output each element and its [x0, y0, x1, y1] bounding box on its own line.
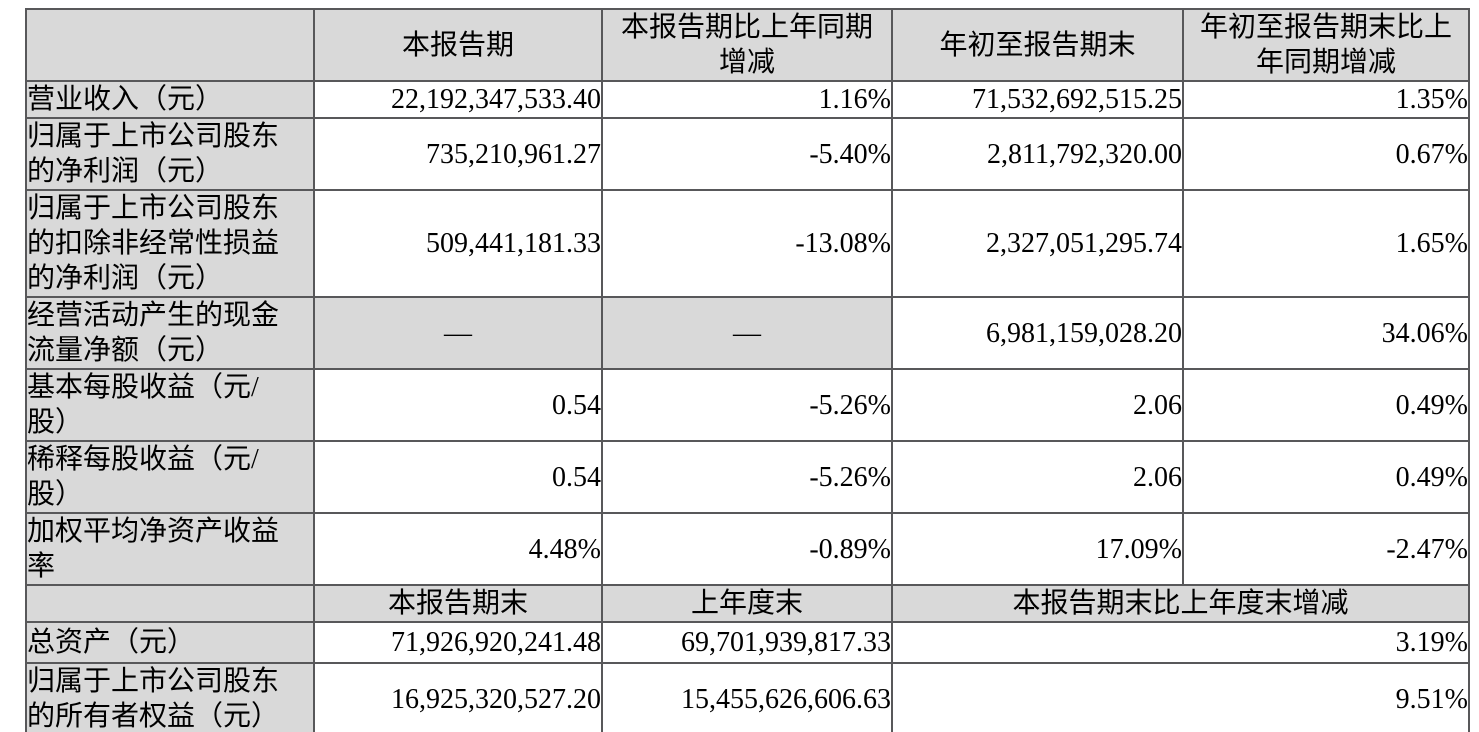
cell-change-vs-last-year-end: 9.51%	[891, 662, 1470, 732]
table-row-net-profit-excl-nonrecurring: 归属于上市公司股东 的扣除非经常性损益 的净利润（元） 509,441,181.…	[25, 189, 1470, 298]
header-empty-cell	[25, 584, 315, 623]
row-label: 基本每股收益（元/ 股）	[25, 368, 315, 442]
cell-end-of-period: 71,926,920,241.48	[313, 621, 603, 664]
cell-ytd: 2,327,051,295.74	[891, 189, 1184, 298]
cell-ytd: 6,981,159,028.20	[891, 296, 1184, 370]
header-row-period-end: 本报告期末 上年度末 本报告期末比上年度末增减	[25, 584, 1470, 623]
cell-ytd-yoy-change: -2.47%	[1182, 512, 1470, 586]
cell-current-period-dash: —	[313, 296, 603, 370]
header-end-of-last-year: 上年度末	[601, 584, 893, 623]
cell-current-period: 735,210,961.27	[313, 117, 603, 191]
header-current-period-yoy-change: 本报告期比上年同期 增减	[601, 8, 893, 82]
cell-yoy-change: -0.89%	[601, 512, 893, 586]
cell-current-period: 0.54	[313, 368, 603, 442]
cell-ytd-yoy-change: 0.67%	[1182, 117, 1470, 191]
cell-ytd-yoy-change: 34.06%	[1182, 296, 1470, 370]
cell-ytd: 2,811,792,320.00	[891, 117, 1184, 191]
header-end-of-period: 本报告期末	[313, 584, 603, 623]
header-current-period: 本报告期	[313, 8, 603, 82]
table-row-net-profit: 归属于上市公司股东 的净利润（元） 735,210,961.27 -5.40% …	[25, 117, 1470, 191]
cell-ytd: 2.06	[891, 368, 1184, 442]
row-label: 稀释每股收益（元/ 股）	[25, 440, 315, 514]
cell-yoy-change-dash: —	[601, 296, 893, 370]
cell-current-period: 0.54	[313, 440, 603, 514]
table-row-basic-eps: 基本每股收益（元/ 股） 0.54 -5.26% 2.06 0.49%	[25, 368, 1470, 442]
table-row-operating-revenue: 营业收入（元） 22,192,347,533.40 1.16% 71,532,6…	[25, 80, 1470, 119]
table-row-operating-cash-flow: 经营活动产生的现金 流量净额（元） — — 6,981,159,028.20 3…	[25, 296, 1470, 370]
cell-ytd-yoy-change: 1.35%	[1182, 80, 1470, 119]
row-label: 经营活动产生的现金 流量净额（元）	[25, 296, 315, 370]
table-row-weighted-avg-roe: 加权平均净资产收益 率 4.48% -0.89% 17.09% -2.47%	[25, 512, 1470, 586]
row-label: 加权平均净资产收益 率	[25, 512, 315, 586]
cell-ytd: 71,532,692,515.25	[891, 80, 1184, 119]
cell-yoy-change: -5.40%	[601, 117, 893, 191]
cell-ytd: 2.06	[891, 440, 1184, 514]
cell-current-period: 22,192,347,533.40	[313, 80, 603, 119]
header-row-period: 本报告期 本报告期比上年同期 增减 年初至报告期末 年初至报告期末比上 年同期增…	[25, 8, 1470, 82]
row-label: 归属于上市公司股东 的所有者权益（元）	[25, 662, 315, 732]
financial-summary-table: 本报告期 本报告期比上年同期 增减 年初至报告期末 年初至报告期末比上 年同期增…	[25, 8, 1470, 732]
cell-current-period: 509,441,181.33	[313, 189, 603, 298]
row-label: 归属于上市公司股东 的扣除非经常性损益 的净利润（元）	[25, 189, 315, 298]
row-label: 总资产（元）	[25, 621, 315, 664]
table-row-diluted-eps: 稀释每股收益（元/ 股） 0.54 -5.26% 2.06 0.49%	[25, 440, 1470, 514]
cell-ytd-yoy-change: 1.65%	[1182, 189, 1470, 298]
header-empty-cell	[25, 8, 315, 82]
cell-end-of-last-year: 69,701,939,817.33	[601, 621, 893, 664]
cell-yoy-change: -5.26%	[601, 440, 893, 514]
cell-yoy-change: -13.08%	[601, 189, 893, 298]
cell-current-period: 4.48%	[313, 512, 603, 586]
cell-yoy-change: 1.16%	[601, 80, 893, 119]
row-label: 营业收入（元）	[25, 80, 315, 119]
row-label: 归属于上市公司股东 的净利润（元）	[25, 117, 315, 191]
header-year-to-date: 年初至报告期末	[891, 8, 1184, 82]
table-row-total-assets: 总资产（元） 71,926,920,241.48 69,701,939,817.…	[25, 621, 1470, 664]
cell-ytd-yoy-change: 0.49%	[1182, 440, 1470, 514]
cell-yoy-change: -5.26%	[601, 368, 893, 442]
cell-change-vs-last-year-end: 3.19%	[891, 621, 1470, 664]
cell-end-of-period: 16,925,320,527.20	[313, 662, 603, 732]
cell-ytd-yoy-change: 0.49%	[1182, 368, 1470, 442]
cell-end-of-last-year: 15,455,626,606.63	[601, 662, 893, 732]
header-year-to-date-yoy-change: 年初至报告期末比上 年同期增减	[1182, 8, 1470, 82]
cell-ytd: 17.09%	[891, 512, 1184, 586]
table-row-owners-equity: 归属于上市公司股东 的所有者权益（元） 16,925,320,527.20 15…	[25, 662, 1470, 732]
header-change-vs-last-year-end: 本报告期末比上年度末增减	[891, 584, 1470, 623]
